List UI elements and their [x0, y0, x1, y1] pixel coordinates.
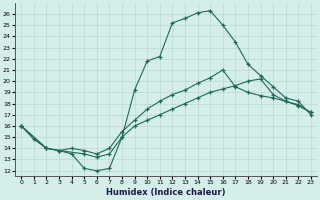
X-axis label: Humidex (Indice chaleur): Humidex (Indice chaleur): [106, 188, 226, 197]
